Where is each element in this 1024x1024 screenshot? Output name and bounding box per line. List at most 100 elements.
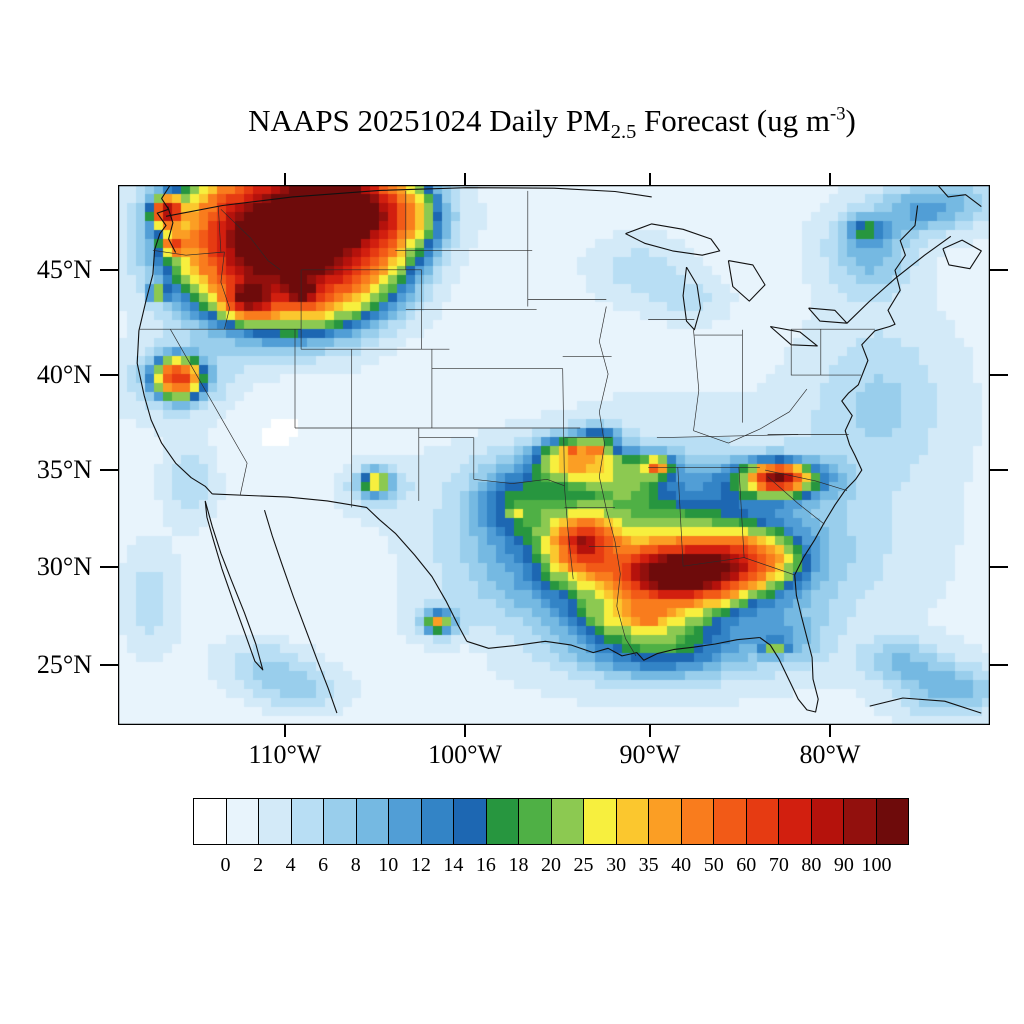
colorbar: [193, 798, 909, 845]
lon-tick-bottom: [648, 725, 651, 737]
lat-tick-left: [100, 268, 118, 271]
title-text-suffix: ): [845, 103, 856, 138]
lat-tick-left: [100, 374, 118, 377]
map-borders-svg: [118, 185, 990, 725]
state-border-path: [217, 206, 222, 253]
lon-tick-label: 110°W: [248, 740, 322, 769]
colorbar-cell: [454, 799, 487, 844]
colorbar-cell: [486, 799, 519, 844]
coastline-path: [165, 187, 652, 217]
pm25-heatmap-canvas: [118, 185, 990, 725]
colorbar-cell: [291, 799, 324, 844]
coastline-path: [794, 205, 919, 576]
coastline-path: [937, 185, 982, 208]
colorbar-cell: [519, 799, 552, 844]
state-border-path: [683, 557, 795, 576]
colorbar-tick-label: 20: [541, 854, 561, 876]
title-text-mid: Forecast (ug m: [636, 103, 830, 138]
state-border-path: [170, 329, 248, 496]
coastline-path: [846, 235, 952, 324]
coastline-path: [869, 697, 982, 714]
lon-tick-top: [283, 173, 286, 185]
coastline-path: [727, 260, 766, 302]
colorbar-cell: [259, 799, 292, 844]
coastline-path: [625, 223, 721, 256]
colorbar-cell: [649, 799, 682, 844]
lon-tick-bottom: [283, 725, 286, 737]
colorbar-tick-label: 50: [703, 854, 724, 876]
state-border-path: [473, 478, 565, 487]
lat-tick-left: [100, 469, 118, 472]
colorbar-tick-label: 80: [801, 854, 822, 876]
colorbar-cell: [616, 799, 649, 844]
coastline-path: [263, 509, 338, 714]
lat-tick-left: [100, 565, 118, 568]
lon-tick-label: 80°W: [799, 740, 861, 769]
lat-tick-right: [990, 565, 1008, 568]
colorbar-cell: [421, 799, 454, 844]
state-border-path: [152, 249, 225, 256]
colorbar-cell: [714, 799, 747, 844]
lon-tick-bottom: [828, 725, 831, 737]
coastline-path: [466, 636, 760, 661]
lon-tick-bottom: [464, 725, 467, 737]
coastline-path: [204, 500, 264, 671]
lon-tick-label: 90°W: [619, 740, 681, 769]
coastline-path: [682, 266, 702, 331]
state-border-path: [764, 469, 848, 491]
state-border-path: [677, 467, 684, 567]
coastline-path: [942, 239, 982, 270]
coastline-path: [136, 185, 213, 495]
colorbar-tick-label: 30: [606, 854, 627, 876]
state-border-path: [656, 434, 799, 439]
lat-tick-right: [990, 469, 1008, 472]
lon-tick-top: [648, 173, 651, 185]
colorbar-tick-label: 0: [220, 854, 231, 876]
colorbar-tick-label: 4: [285, 854, 296, 876]
lat-tick-label: 30°N: [36, 551, 92, 581]
colorbar-tick-label: 10: [378, 854, 399, 876]
colorbar-cell: [681, 799, 714, 844]
colorbar-cell: [746, 799, 779, 844]
title-superscript: -3: [830, 103, 846, 125]
coastline-path: [212, 493, 468, 642]
colorbar-cell: [876, 799, 908, 844]
colorbar-tick-label: 8: [350, 854, 361, 876]
state-border-path: [693, 329, 700, 431]
colorbar-cell: [324, 799, 357, 844]
lon-tick-top: [828, 173, 831, 185]
coastline-path: [769, 325, 818, 347]
forecast-map: [118, 185, 990, 725]
colorbar-tick-label: 60: [736, 854, 757, 876]
colorbar-cell: [811, 799, 844, 844]
colorbar-tick-label: 18: [508, 854, 529, 876]
colorbar-cell: [226, 799, 259, 844]
coastline-path: [808, 307, 848, 324]
colorbar-tick-label: 6: [318, 854, 329, 876]
lat-tick-left: [100, 664, 118, 667]
lat-tick-label: 35°N: [36, 455, 92, 485]
colorbar-cell: [584, 799, 617, 844]
state-border-path: [598, 306, 637, 657]
colorbar-cell: [844, 799, 877, 844]
coastline-path: [167, 206, 177, 253]
lat-tick-right: [990, 374, 1008, 377]
colorbar-tick-label: 12: [410, 854, 431, 876]
coastline-path: [759, 574, 819, 713]
colorbar-tick-label: 35: [638, 854, 659, 876]
colorbar-tick-label: 40: [671, 854, 692, 876]
title-subscript: 2.5: [610, 121, 637, 144]
lat-tick-label: 45°N: [36, 254, 92, 284]
state-border-path: [767, 476, 825, 525]
lon-tick-top: [464, 173, 467, 185]
colorbar-cell: [389, 799, 422, 844]
state-border-path: [790, 329, 821, 376]
lat-tick-right: [990, 268, 1008, 271]
colorbar-cell: [779, 799, 812, 844]
figure-title: NAAPS 20251024 Daily PM2.5 Forecast (ug …: [80, 103, 1024, 144]
colorbar-cell: [194, 799, 227, 844]
state-border-path: [738, 467, 745, 558]
colorbar-tick-label: 2: [253, 854, 264, 876]
state-border-path: [693, 388, 808, 444]
